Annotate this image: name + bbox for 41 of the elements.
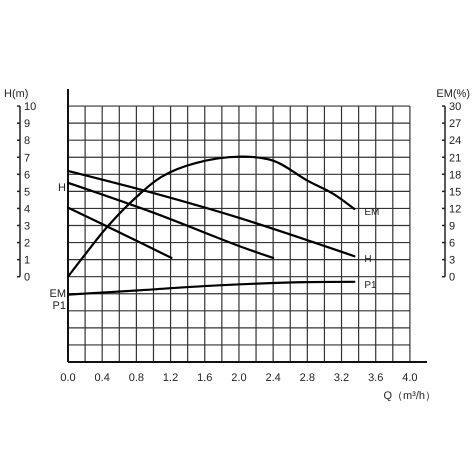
y-tick-label: 6	[24, 169, 30, 182]
y2-tick-label: 9	[449, 220, 456, 232]
x-tick-label: 1.6	[197, 372, 212, 384]
x-axis-title: Q（m³/h）	[383, 390, 436, 402]
y2-tick-label: 12	[449, 203, 462, 216]
y2-tick-label: 0	[449, 272, 456, 284]
y-tick-label: 7	[24, 152, 30, 164]
y2-tick-label: 24	[449, 135, 462, 148]
y-tick-label: 10	[24, 101, 36, 114]
y-tick-label: 8	[24, 135, 30, 148]
y-tick-label: 9	[24, 118, 30, 130]
x-tick-label: 1.2	[162, 372, 178, 384]
x-tick-label: 3.6	[368, 372, 384, 384]
y-axis-title: H(m)	[4, 88, 28, 100]
x-tick-label: 4.0	[402, 372, 418, 384]
x-tick-label: 0.8	[128, 372, 144, 384]
text: P1	[52, 300, 66, 312]
y2-tick-label: 21	[449, 152, 462, 164]
y2-axis-title: EM(%)	[436, 88, 470, 100]
y2-tick-label: 30	[449, 101, 462, 114]
x-tick-label: 2.0	[231, 372, 247, 384]
text: EM	[50, 288, 66, 300]
y2-tick-label: 18	[449, 169, 462, 182]
line-series	[66, 280, 356, 296]
y-tick-label: 1	[24, 254, 30, 267]
y2-tick-label: 15	[449, 186, 462, 198]
x-tick-label: 3.2	[334, 372, 350, 384]
x-tick-label: 0.0	[60, 372, 76, 384]
y2-tick-label: 6	[449, 238, 456, 250]
y-tick-label: 3	[24, 220, 30, 232]
x-tick-label: 2.4	[265, 372, 281, 384]
text: H	[58, 182, 66, 194]
y-tick-label: 0	[24, 272, 30, 284]
x-tick-label: 2.8	[300, 372, 315, 384]
y2-tick-label: 27	[449, 118, 462, 130]
line-series	[66, 156, 356, 278]
y-tick-label: 4	[24, 203, 30, 216]
y-tick-label: 2	[24, 238, 30, 250]
x-tick-label: 0.4	[94, 372, 110, 384]
y2-tick-label: 3	[449, 254, 456, 267]
y-tick-label: 5	[24, 186, 30, 198]
